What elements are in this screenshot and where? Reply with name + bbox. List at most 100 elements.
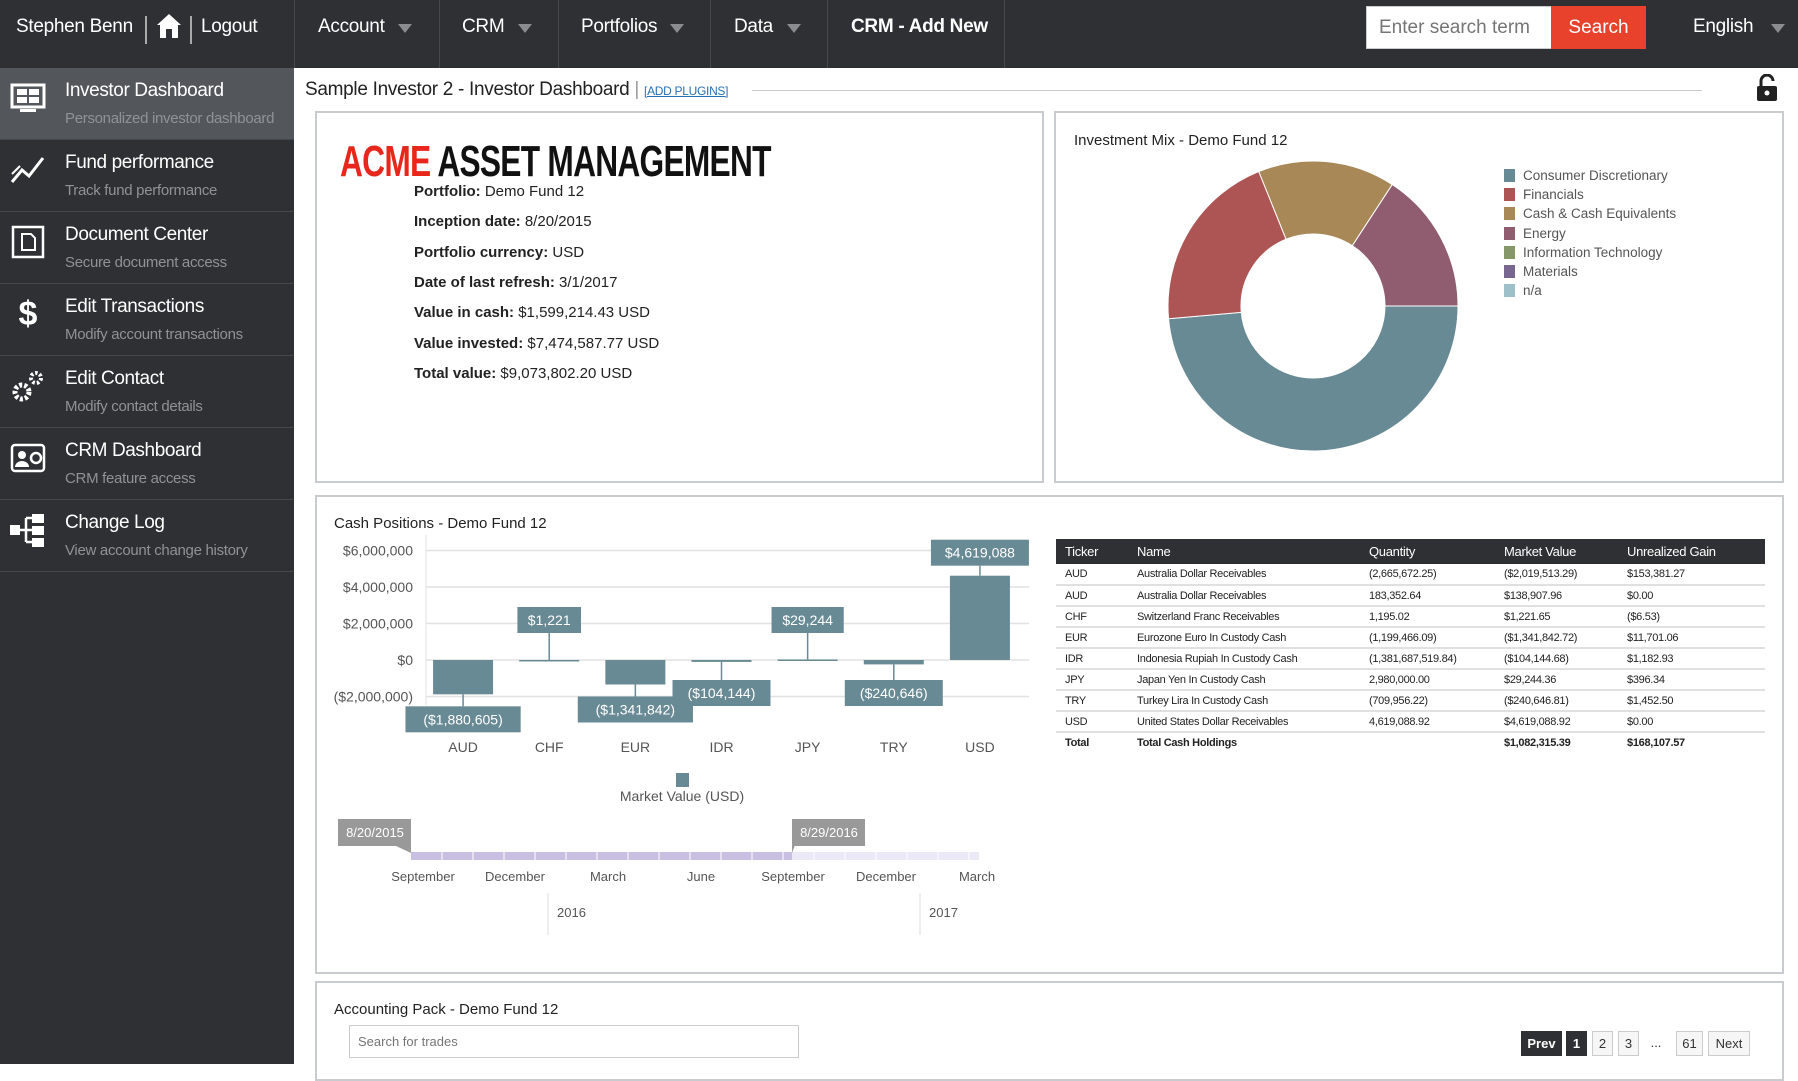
bar-aud[interactable] xyxy=(433,660,494,695)
bar-try[interactable] xyxy=(863,660,924,665)
sidebar-item-title: CRM Dashboard xyxy=(65,440,202,461)
next-page-button[interactable]: Next xyxy=(1708,1031,1750,1056)
table-cell: Australia Dollar Receivables xyxy=(1128,585,1360,607)
sidebar-item-edit-contact[interactable]: Edit Contact Modify contact details xyxy=(0,356,294,428)
column-header[interactable]: Market Value xyxy=(1495,539,1618,564)
table-cell: Indonesia Rupiah In Custody Cash xyxy=(1128,648,1360,670)
sidebar-item-title: Edit Contact xyxy=(65,368,164,389)
page-2-button[interactable]: 2 xyxy=(1592,1031,1613,1056)
portfolio-summary-panel: ACME ASSET MANAGEMENT Portfolio: Demo Fu… xyxy=(315,111,1044,483)
menu-portfolios[interactable]: Portfolios xyxy=(558,0,710,68)
language-select[interactable]: English xyxy=(1680,0,1798,68)
summary-row: Total value: $9,073,802.20 USD xyxy=(414,365,632,382)
legend-item[interactable]: Materials xyxy=(1504,264,1578,279)
data-label: $4,619,088 xyxy=(945,545,1015,561)
range-month-label: December xyxy=(485,869,546,884)
range-handle-box[interactable] xyxy=(338,819,411,846)
total-row: Total Total Cash Holdings $1,082,315.39 $16… xyxy=(1056,732,1765,753)
legend-label: Materials xyxy=(1523,264,1578,279)
divider xyxy=(294,0,295,68)
sidebar-item-change-log[interactable]: Change Log View account change history xyxy=(0,500,294,572)
total-cell: Total Cash Holdings xyxy=(1137,737,1237,749)
legend-swatch xyxy=(1504,188,1515,202)
pagination-ellipsis: ... xyxy=(1650,1035,1662,1050)
data-label-box xyxy=(844,680,943,706)
summary-value: 8/20/2015 xyxy=(524,213,592,231)
sidebar-item-title: Change Log xyxy=(65,512,165,533)
sidebar-item-crm-dashboard[interactable]: CRM Dashboard CRM feature access xyxy=(0,428,294,500)
menu-label: CRM xyxy=(462,16,505,37)
search-trades-input[interactable] xyxy=(349,1025,799,1058)
sidebar-item-fund-performance[interactable]: Fund performance Track fund performance xyxy=(0,140,294,212)
legend-item[interactable]: Information Technology xyxy=(1504,245,1662,260)
legend-item[interactable]: Energy xyxy=(1504,226,1566,241)
sidebar-item-document-center[interactable]: Document Center Secure document access xyxy=(0,212,294,284)
user-name[interactable]: Stephen Benn xyxy=(16,16,133,37)
range-handle-box[interactable] xyxy=(792,819,865,846)
page-3-button[interactable]: 3 xyxy=(1618,1031,1639,1056)
table-cell: USD xyxy=(1056,711,1128,733)
table-row: EUR Eurozone Euro In Custody Cash (1,199,4… xyxy=(1056,627,1765,649)
range-month-label: September xyxy=(391,869,455,884)
menu-crm[interactable]: CRM xyxy=(439,0,558,68)
data-label: ($1,341,842) xyxy=(596,701,675,717)
logout-link[interactable]: Logout xyxy=(201,16,258,37)
table-cell: (1,381,687,519.84) xyxy=(1360,648,1495,670)
summary-label: Portfolio currency: xyxy=(414,243,549,261)
legend-item[interactable]: Cash & Cash Equivalents xyxy=(1504,206,1676,221)
legend-item[interactable]: Financials xyxy=(1504,187,1584,202)
bar-chf[interactable] xyxy=(519,659,580,662)
sidebar-item-title: Document Center xyxy=(65,224,208,245)
add-plugins-link[interactable]: [ADD PLUGINS] xyxy=(644,84,729,98)
crm-add-new-link[interactable]: CRM - Add New xyxy=(851,16,988,37)
page-1-button[interactable]: 1 xyxy=(1566,1031,1587,1056)
lock-icon[interactable] xyxy=(1756,74,1778,102)
table-cell: (1,199,466.09) xyxy=(1360,627,1495,649)
legend-swatch xyxy=(1504,207,1515,221)
column-header[interactable]: Unrealized Gain xyxy=(1618,539,1765,564)
sidebar-item-subtitle: Track fund performance xyxy=(65,182,218,199)
table-cell: $153,381.27 xyxy=(1618,564,1765,586)
pie-slice[interactable] xyxy=(1167,170,1287,320)
summary-row: Date of last refresh: 3/1/2017 xyxy=(414,274,617,291)
legend-item[interactable]: Consumer Discretionary xyxy=(1504,168,1668,183)
divider xyxy=(710,0,711,68)
search-input[interactable] xyxy=(1366,6,1552,49)
contact-card-icon xyxy=(10,443,46,473)
menu-label: Data xyxy=(734,16,773,37)
bar-idr[interactable] xyxy=(691,660,752,662)
page-title-text: Sample Investor 2 - Investor Dashboard xyxy=(305,79,630,100)
legend-label[interactable]: Market Value (USD) xyxy=(620,788,744,804)
table-cell: Turkey Lira In Custody Cash xyxy=(1128,690,1360,712)
data-label-box xyxy=(771,607,844,633)
menu-account[interactable]: Account xyxy=(294,0,439,68)
table-cell: $1,182.93 xyxy=(1618,648,1765,670)
sidebar-item-edit-transactions[interactable]: $ Edit Transactions Modify account trans… xyxy=(0,284,294,356)
column-header[interactable]: Ticker xyxy=(1056,539,1128,564)
search-button[interactable]: Search xyxy=(1551,6,1646,49)
table-cell: $11,701.06 xyxy=(1618,627,1765,649)
logo-acme: ACME xyxy=(340,137,431,186)
legend-item[interactable]: n/a xyxy=(1504,283,1542,298)
summary-value: Demo Fund 12 xyxy=(484,183,585,200)
table-cell: ($240,646.81) xyxy=(1495,690,1618,712)
pie-slice[interactable] xyxy=(1168,305,1459,452)
table-cell: Switzerland Franc Receivables xyxy=(1128,606,1360,628)
sidebar-item-investor-dashboard[interactable]: Investor Dashboard Personalized investor… xyxy=(0,68,294,140)
divider xyxy=(439,0,440,68)
column-header[interactable]: Name xyxy=(1128,539,1360,564)
column-header[interactable]: Quantity xyxy=(1360,539,1495,564)
investment-mix-donut-chart xyxy=(1167,160,1459,452)
page-title: Sample Investor 2 - Investor Dashboard |… xyxy=(305,79,729,100)
prev-page-button[interactable]: Prev xyxy=(1521,1031,1562,1056)
menu-data[interactable]: Data xyxy=(710,0,827,68)
range-selection[interactable] xyxy=(411,852,792,860)
page-61-button[interactable]: 61 xyxy=(1676,1031,1703,1056)
divider xyxy=(145,16,147,44)
bar-usd[interactable] xyxy=(949,575,1010,660)
bar-jpy[interactable] xyxy=(777,659,838,661)
home-icon[interactable] xyxy=(156,12,182,40)
accounting-pack-title: Accounting Pack - Demo Fund 12 xyxy=(334,1001,559,1018)
pie-slice[interactable] xyxy=(1351,183,1459,307)
bar-eur[interactable] xyxy=(605,660,666,685)
